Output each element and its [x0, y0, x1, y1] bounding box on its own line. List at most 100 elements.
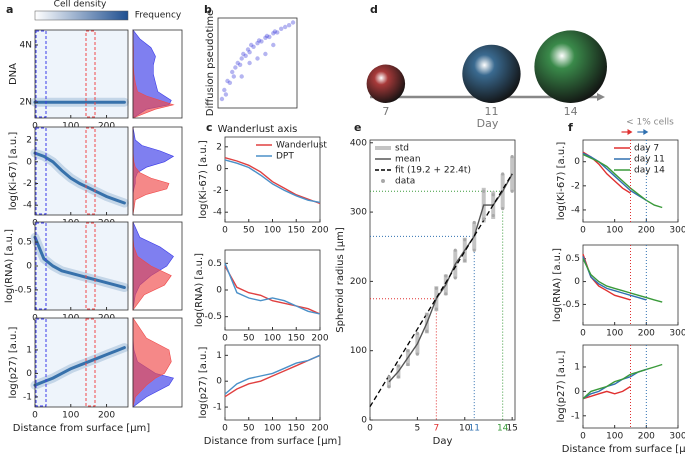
scatter-point [282, 24, 288, 30]
frequency-profile [132, 126, 175, 215]
region-outline [35, 30, 47, 118]
y-tick-label: 400 [350, 138, 367, 148]
y-tick-label: 0 [574, 157, 580, 167]
data-point [491, 193, 495, 197]
y-tick-label: -4 [571, 205, 580, 215]
x-tick-label: 100 [62, 122, 79, 132]
panel-letter: a [6, 3, 13, 16]
x-tick-label: 100 [606, 432, 623, 442]
day-label: 14 [564, 105, 578, 118]
y-tick-label: 0.5 [208, 259, 222, 269]
legend-swatch [381, 179, 385, 183]
y-tick-label: -1 [571, 411, 580, 421]
y-tick-label: 4N [20, 40, 32, 50]
x-tick-label: 200 [638, 329, 655, 339]
region-outline [85, 318, 96, 407]
data-point [482, 189, 486, 193]
y-axis-label: Spheroid radius [μm] [335, 227, 346, 333]
legend-label: Wanderlust [276, 141, 327, 151]
x-axis-label: Distance from surface [μm] [204, 436, 341, 447]
x-axis-label: Day [433, 436, 453, 447]
y-tick-label: -1 [213, 403, 222, 413]
data-point [396, 375, 401, 379]
y-axis-label: log(Ki-67) [a.u.] [556, 142, 567, 221]
data-point [463, 258, 467, 263]
arrow-head [597, 93, 605, 101]
x-tick-label: 200 [311, 334, 328, 344]
x-tick-label: 0 [222, 334, 228, 344]
panel-letter: f [568, 121, 573, 134]
data-point [444, 292, 448, 296]
x-tick-label: 100 [606, 329, 623, 339]
y-tick-label: 2 [216, 142, 222, 152]
data-point [510, 155, 514, 159]
scatter-point [248, 42, 254, 48]
scatter-point [247, 60, 252, 66]
plot-frame [369, 139, 516, 421]
legend-label: day 14 [634, 166, 665, 176]
scatter-point [243, 53, 248, 58]
scatter-point [245, 47, 251, 52]
density-background [35, 127, 128, 215]
data-point [415, 331, 419, 335]
series-line [582, 153, 663, 209]
y-axis-label: DNA [8, 63, 19, 85]
data-point [425, 329, 429, 333]
data-point [396, 364, 401, 368]
frequency-frame [132, 126, 183, 216]
scatter-point [271, 42, 276, 48]
legend-label: data [395, 177, 415, 187]
spheroid [462, 44, 521, 103]
density-ridge [33, 346, 126, 387]
y-tick-label: 0 [26, 262, 32, 272]
y-tick-label: 1 [26, 345, 32, 355]
x-tick-label: 200 [98, 411, 115, 421]
y-tick-label: 0 [361, 416, 367, 426]
panel-letter: d [370, 3, 378, 16]
scatter-point [255, 41, 260, 46]
data-point [406, 362, 410, 367]
y-tick-label: -2 [23, 179, 32, 189]
series-line [369, 173, 513, 408]
region-outline [85, 222, 96, 310]
y-tick-label: -4 [23, 201, 32, 211]
data-point [463, 238, 467, 242]
y-tick-label: -0.5 [14, 285, 32, 295]
y-axis-label: log(p27) [a.u.] [198, 346, 209, 418]
scatter-point [259, 39, 264, 44]
data-point [472, 220, 476, 225]
panel-letter: b [204, 3, 212, 16]
spheroid [366, 64, 406, 103]
x-tick-label: 100 [606, 226, 623, 236]
day-label: 11 [484, 105, 498, 118]
spheroid [534, 30, 607, 104]
y-axis-label: log(Ki-67) [a.u.] [198, 140, 209, 219]
cutoff-arrow-head [643, 129, 649, 135]
scatter-point [286, 23, 292, 28]
x-tick-label: 0 [580, 226, 586, 236]
y-tick-label: 100 [350, 346, 367, 356]
cutoff-arrow-head [627, 129, 633, 135]
scatter-point [222, 87, 227, 93]
x-tick-label: 100 [62, 411, 79, 421]
legend-label: DPT [276, 152, 294, 162]
axis-label: Day [477, 117, 499, 130]
scatter-point [225, 78, 230, 84]
x-tick-label: 50 [243, 334, 255, 344]
scatter-point [271, 31, 276, 36]
x-tick-label: 150 [288, 424, 305, 434]
y-axis-label: Diffusion pseudotime [205, 10, 216, 116]
x-tick-label: 100 [264, 334, 281, 344]
y-tick-label: 1 [574, 362, 580, 372]
scatter-point [235, 60, 240, 66]
y-axis-label: log(RNA) [a.u.] [194, 253, 205, 327]
y-tick-label: -2 [571, 181, 580, 191]
scatter-point [223, 92, 229, 97]
scatter-point [279, 26, 284, 31]
x-axis-label: Distance from surface [μm] [13, 423, 150, 434]
x-tick-label: 200 [311, 226, 328, 236]
frequency-label: Frequency [135, 11, 182, 21]
data-point [415, 352, 419, 356]
data-point [425, 313, 429, 317]
y-tick-label: 300 [350, 208, 367, 218]
